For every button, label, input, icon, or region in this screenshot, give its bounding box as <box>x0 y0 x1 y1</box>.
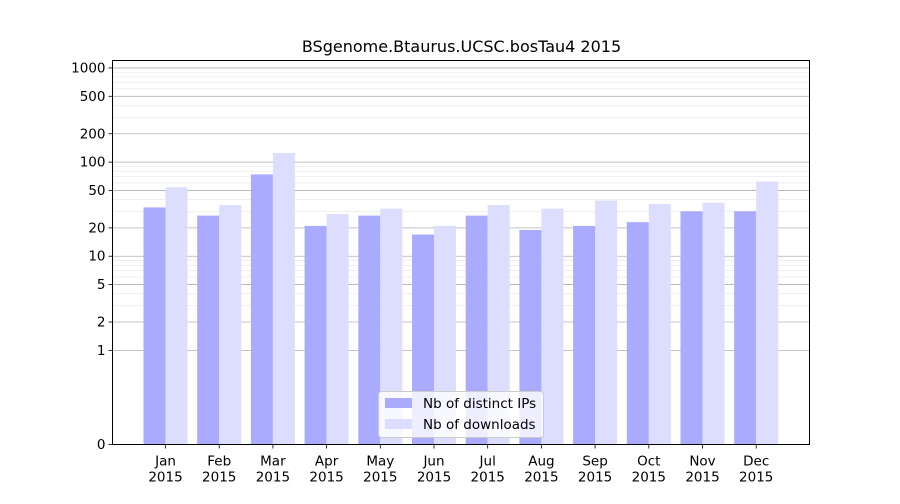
y-tick-label: 50 <box>88 183 105 199</box>
x-tick-label-year: 2015 <box>417 470 451 486</box>
x-tick-label-month: May <box>366 454 394 470</box>
x-tick-label-month: Apr <box>315 454 339 470</box>
legend-swatch-distinct-ips <box>385 398 412 408</box>
x-tick-label-year: 2015 <box>148 470 182 486</box>
bar-nb-of-distinct-ips-jul <box>465 215 488 445</box>
bar-nb-of-downloads-jun <box>434 225 456 445</box>
y-tick-label: 1 <box>97 343 106 359</box>
y-tick-label: 1000 <box>71 60 105 76</box>
y-tick-label: 2 <box>97 315 106 331</box>
x-tick-label-month: Mar <box>260 454 286 470</box>
bar-nb-of-distinct-ips-sep <box>573 225 596 445</box>
y-tick-label: 500 <box>80 89 106 105</box>
bar-nb-of-distinct-ips-oct <box>626 222 649 445</box>
x-tick-label-month: Sep <box>582 454 607 470</box>
bar-nb-of-distinct-ips-dec <box>734 211 757 445</box>
x-tick-label-year: 2015 <box>578 470 612 486</box>
x-tick-label-year: 2015 <box>685 470 719 486</box>
bar-nb-of-distinct-ips-aug <box>519 229 542 445</box>
x-tick-label-month: Jun <box>422 454 444 470</box>
x-tick-label-month: Nov <box>689 454 715 470</box>
x-tick-label-year: 2015 <box>632 470 666 486</box>
bar-nb-of-distinct-ips-mar <box>250 174 273 445</box>
y-tick-label: 0 <box>97 437 106 453</box>
bar-nb-of-downloads-feb <box>219 205 242 445</box>
bar-nb-of-downloads-dec <box>756 181 779 445</box>
y-axis: 0 1 2 5 10 20 50 100 200 500 1000 <box>71 60 113 453</box>
x-tick-label-month: Feb <box>207 454 231 470</box>
y-tick-label: 200 <box>80 126 106 142</box>
bar-nb-of-distinct-ips-may <box>358 215 381 445</box>
x-tick-label-month: Jul <box>479 454 496 470</box>
bar-nb-of-distinct-ips-feb <box>197 215 220 445</box>
bar-nb-of-downloads-jan <box>165 187 188 445</box>
x-tick-label-month: Aug <box>528 454 554 470</box>
legend-box <box>378 391 544 438</box>
x-tick-label-year: 2015 <box>363 470 397 486</box>
bar-nb-of-downloads-jul <box>487 205 510 445</box>
x-tick-label-year: 2015 <box>471 470 505 486</box>
x-tick-label-year: 2015 <box>202 470 236 486</box>
x-axis: Jan2015Feb2015Mar2015Apr2015May2015Jun20… <box>148 444 773 486</box>
bar-nb-of-downloads-sep <box>595 200 618 445</box>
bar-nb-of-distinct-ips-apr <box>304 225 327 445</box>
bar-nb-of-downloads-apr <box>326 214 349 445</box>
legend: Nb of distinct IPs Nb of downloads <box>378 391 544 438</box>
x-tick-label-month: Oct <box>637 454 660 470</box>
legend-label-distinct-ips: Nb of distinct IPs <box>423 396 536 412</box>
bar-nb-of-downloads-oct <box>648 203 671 445</box>
plot-frame <box>112 60 810 445</box>
bar-nb-of-downloads-aug <box>541 208 564 445</box>
x-tick-label-year: 2015 <box>309 470 343 486</box>
bar-nb-of-distinct-ips-nov <box>680 211 703 445</box>
x-tick-label-year: 2015 <box>739 470 773 486</box>
x-tick-label-year: 2015 <box>256 470 290 486</box>
x-tick-label-year: 2015 <box>524 470 558 486</box>
y-tick-label: 5 <box>97 277 106 293</box>
x-tick-label-month: Jan <box>154 454 176 470</box>
bar-nb-of-downloads-mar <box>272 152 295 445</box>
y-tick-label: 20 <box>88 220 105 236</box>
bar-nb-of-downloads-nov <box>702 202 725 445</box>
bars-layer <box>143 152 779 445</box>
x-tick-label-month: Dec <box>743 454 769 470</box>
y-tick-label: 100 <box>80 155 106 171</box>
legend-swatch-downloads <box>385 419 412 429</box>
y-tick-label: 10 <box>88 249 105 265</box>
bar-nb-of-distinct-ips-jan <box>143 207 166 445</box>
bar-nb-of-downloads-may <box>380 208 403 445</box>
chart-title: BSgenome.Btaurus.UCSC.bosTau4 2015 <box>302 37 621 56</box>
legend-label-downloads: Nb of downloads <box>423 417 536 433</box>
